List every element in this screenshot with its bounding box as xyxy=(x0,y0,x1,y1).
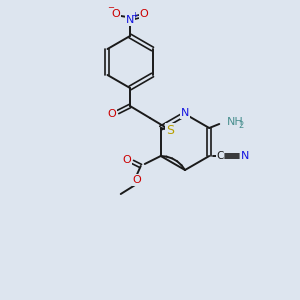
Text: O: O xyxy=(140,9,148,19)
Text: N: N xyxy=(241,151,249,161)
Text: C: C xyxy=(217,151,224,161)
Text: O: O xyxy=(108,109,116,119)
Text: O: O xyxy=(112,9,120,19)
Text: O: O xyxy=(132,175,141,185)
Text: −: − xyxy=(107,4,115,13)
Text: N: N xyxy=(126,15,134,25)
Text: +: + xyxy=(132,11,138,20)
Text: NH: NH xyxy=(227,117,244,127)
Text: N: N xyxy=(181,108,189,118)
Text: O: O xyxy=(122,155,131,165)
Text: S: S xyxy=(166,124,174,136)
Text: 2: 2 xyxy=(238,122,244,130)
